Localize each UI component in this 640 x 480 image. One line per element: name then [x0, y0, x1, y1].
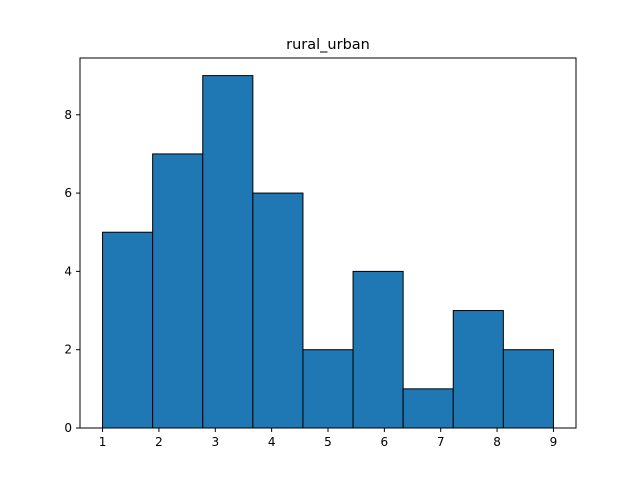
x-tick-label: 4	[268, 435, 276, 449]
x-axis: 1 2 3 4 5 6 7 8 9	[99, 428, 558, 449]
x-tick-label: 6	[381, 435, 389, 449]
y-tick-label: 2	[64, 343, 72, 357]
histogram-bar-7	[402, 388, 454, 429]
x-tick-label: 8	[493, 435, 501, 449]
histogram-bar-3	[202, 75, 254, 429]
bars-group	[102, 75, 554, 429]
histogram-bar-9	[502, 349, 554, 429]
histogram-bar-4	[252, 192, 304, 429]
histogram-bar-2	[152, 153, 204, 429]
y-tick-label: 8	[64, 108, 72, 122]
chart-title: rural_urban	[286, 37, 370, 53]
x-tick-label: 9	[550, 435, 558, 449]
y-tick-label: 6	[64, 186, 72, 200]
histogram-bar-1	[102, 231, 154, 429]
y-axis: 0 2 4 6 8	[64, 108, 80, 435]
x-tick-label: 1	[99, 435, 107, 449]
y-tick-label: 4	[64, 264, 72, 278]
x-tick-label: 3	[211, 435, 219, 449]
x-tick-label: 7	[437, 435, 445, 449]
histogram-bar-8	[452, 310, 504, 429]
x-tick-label: 5	[324, 435, 332, 449]
histogram-bar-5	[302, 349, 354, 429]
x-tick-label: 2	[155, 435, 163, 449]
histogram-bar-6	[352, 270, 404, 429]
y-tick-label: 0	[64, 421, 72, 435]
